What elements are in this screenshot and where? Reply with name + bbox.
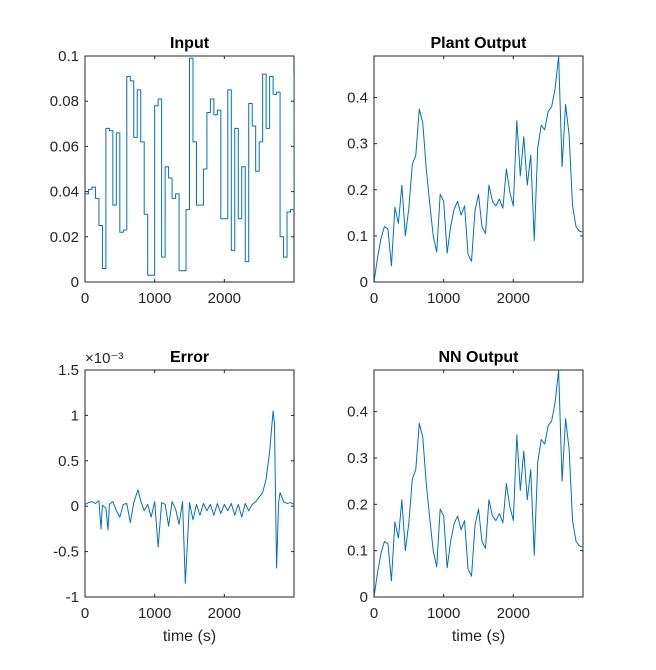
error-y-tick-label: -0.5 — [53, 544, 79, 561]
error-x-tick-label: 1000 — [138, 605, 171, 622]
plant-output-x-tick-label: 2000 — [497, 290, 530, 307]
nn-output-x-tick-label: 2000 — [497, 605, 530, 622]
input-y-tick-label: 0 — [71, 274, 79, 291]
error-x-tick-label: 2000 — [208, 605, 241, 622]
input-y-tick-label: 0.04 — [50, 184, 79, 201]
plant-output-y-tick-label: 0.1 — [347, 228, 368, 245]
input-x-tick-label: 2000 — [208, 290, 241, 307]
input-y-tick-label: 0.06 — [50, 138, 79, 155]
error-x-axis-label: time (s) — [163, 628, 216, 645]
nn-output-x-axis-label: time (s) — [452, 628, 505, 645]
plant-output-y-tick-label: 0.2 — [347, 182, 368, 199]
error-y-tick-label: 1 — [71, 407, 79, 424]
plant-output-x-tick-label: 0 — [370, 290, 378, 307]
plant-output-x-tick-label: 1000 — [427, 290, 460, 307]
plant-output-chart: 0 1000 2000 0 0.1 0.2 0.3 0.4 Plant Output — [347, 35, 584, 307]
nn-output-x-tick-label: 0 — [370, 605, 378, 622]
error-chart: 0 1000 2000 -1 -0.5 0 0.5 1 1.5 Error time (s) ×10⁻… — [53, 349, 295, 645]
error-y-tick-label: 1.5 — [58, 362, 79, 379]
error-y-exponent-label: ×10⁻³ — [85, 350, 123, 367]
nn-output-y-tick-label: 0.1 — [347, 543, 368, 560]
input-y-tick-label: 0.02 — [50, 229, 79, 246]
nn-output-chart-title: NN Output — [439, 349, 520, 366]
nn-output-y-tick-label: 0 — [360, 589, 368, 606]
error-series-line — [85, 410, 294, 584]
error-chart-title: Error — [170, 349, 209, 366]
plant-output-plot-area — [373, 55, 584, 283]
input-x-tick-label: 0 — [81, 290, 89, 307]
error-y-tick-label: 0.5 — [58, 453, 79, 470]
plant-output-series-line — [374, 56, 583, 282]
input-y-tick-label: 0.1 — [58, 48, 79, 65]
plant-output-chart-title: Plant Output — [431, 35, 528, 52]
input-chart-title: Input — [170, 35, 210, 52]
error-y-tick-label: 0 — [71, 498, 79, 515]
nn-output-chart: 0 1000 2000 0 0.1 0.2 0.3 0.4 NN Output time (s) — [347, 349, 584, 645]
nn-output-y-tick-label: 0.3 — [347, 450, 368, 467]
input-x-tick-label: 1000 — [138, 290, 171, 307]
nn-output-y-tick-label: 0.4 — [347, 404, 368, 421]
nn-output-y-tick-label: 0.2 — [347, 496, 368, 513]
input-y-tick-label: 0.08 — [50, 93, 79, 110]
error-plot-area — [84, 369, 295, 598]
nn-output-plot-area — [373, 369, 584, 598]
plant-output-y-tick-label: 0.3 — [347, 136, 368, 153]
error-x-tick-label: 0 — [81, 605, 89, 622]
nn-output-x-tick-label: 1000 — [427, 605, 460, 622]
input-chart: 0 1000 2000 0 0.02 0.04 0.06 0.08 0.1 Input — [50, 35, 295, 307]
nn-output-series-line — [374, 370, 583, 597]
plant-output-y-tick-label: 0.4 — [347, 90, 368, 107]
input-series-line — [85, 57, 294, 276]
plant-output-y-tick-label: 0 — [360, 274, 368, 291]
error-y-tick-label: -1 — [66, 589, 79, 606]
